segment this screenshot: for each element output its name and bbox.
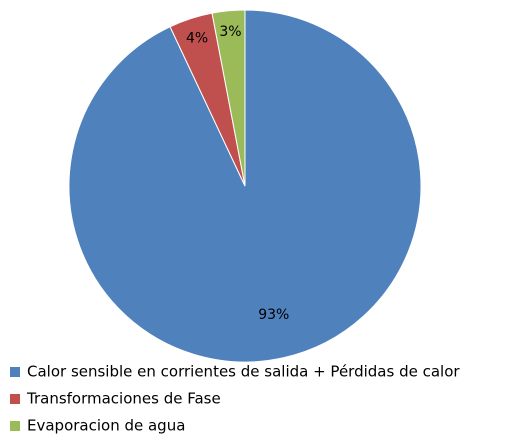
pie-slice: [211, 9, 246, 187]
data-label: 3%: [219, 24, 241, 40]
legend-label: Evaporacion de agua: [27, 417, 185, 435]
legend-label: Calor sensible en corrientes de salida +…: [27, 363, 460, 381]
pie-slice: [68, 9, 422, 363]
legend-swatch: [10, 394, 20, 404]
data-label: 93%: [258, 307, 289, 323]
legend-swatch: [10, 367, 20, 377]
data-label: 4%: [186, 31, 208, 47]
legend-label: Transformaciones de Fase: [26, 390, 221, 408]
legend-swatch: [10, 421, 20, 431]
